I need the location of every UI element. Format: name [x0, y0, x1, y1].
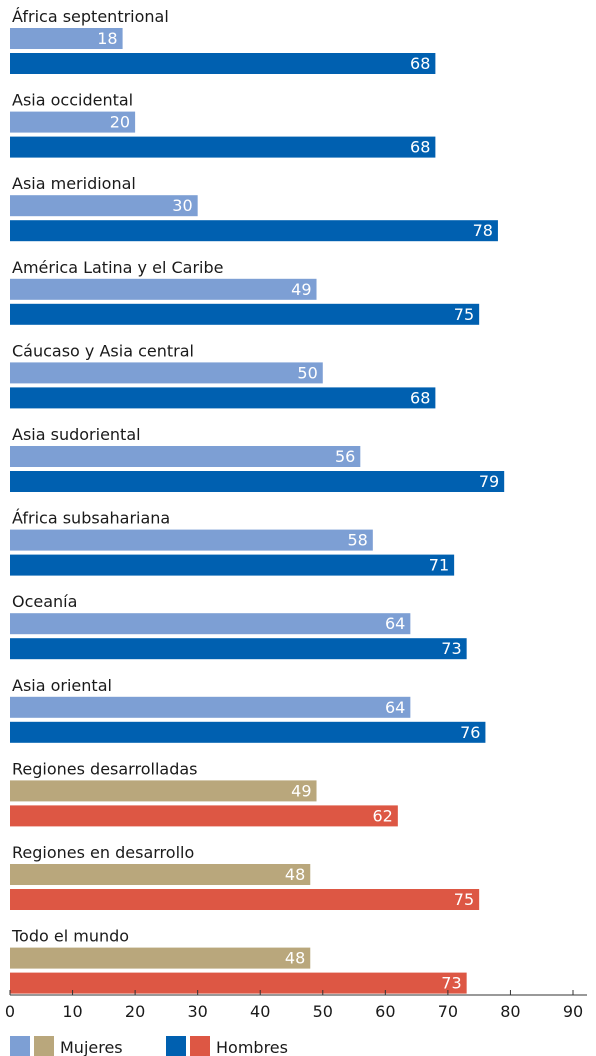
bar-value-label: 48	[285, 865, 305, 884]
legend-swatch-hombres-aggregate	[190, 1036, 210, 1056]
bar-value-label: 71	[429, 556, 449, 575]
bar-value-label: 30	[172, 196, 192, 215]
category-label: Asia occidental	[12, 91, 133, 110]
category-label: Asia sudoriental	[12, 425, 141, 444]
category-label: Oceanía	[12, 592, 77, 611]
bar-value-label: 58	[347, 531, 367, 550]
x-tick-label: 80	[500, 1002, 520, 1021]
bar-value-label: 75	[454, 305, 474, 324]
bar-mujeres	[10, 28, 123, 49]
bar-value-label: 73	[441, 639, 461, 658]
bar-value-label: 76	[460, 723, 480, 742]
bar-hombres	[10, 972, 467, 994]
bar-value-label: 20	[110, 113, 130, 132]
legend-label-hombres: Hombres	[216, 1038, 288, 1056]
bar-hombres	[10, 471, 505, 492]
bar-value-label: 68	[410, 54, 430, 73]
bar-hombres	[10, 805, 398, 827]
bar-mujeres	[10, 780, 317, 802]
bar-hombres	[10, 889, 480, 910]
bar-hombres	[10, 387, 436, 409]
bar-hombres	[10, 53, 436, 74]
bar-hombres	[10, 554, 455, 576]
bar-hombres	[10, 303, 480, 325]
bar-mujeres	[10, 696, 411, 718]
legend-swatch-mujeres-aggregate	[34, 1036, 54, 1056]
bar-value-label: 49	[291, 280, 311, 299]
category-label: Asia meridional	[12, 174, 136, 193]
bar-value-label: 68	[410, 138, 430, 157]
bar-mujeres	[10, 529, 373, 551]
category-label: África septentrional	[12, 7, 169, 26]
bar-mujeres	[10, 947, 311, 969]
x-tick-label: 30	[187, 1002, 207, 1021]
bar-mujeres	[10, 362, 323, 384]
category-label: Asia oriental	[12, 676, 112, 695]
bar-value-label: 49	[291, 781, 311, 800]
x-tick-label: 10	[62, 1002, 82, 1021]
bar-mujeres	[10, 864, 311, 885]
bar-hombres	[10, 220, 498, 242]
category-label: Todo el mundo	[11, 927, 129, 946]
category-label: Regiones desarrolladas	[12, 759, 197, 778]
bar-value-label: 56	[335, 447, 355, 466]
bar-value-label: 73	[441, 974, 461, 993]
legend-swatch-mujeres-region	[10, 1036, 30, 1056]
category-label: Cáucaso y Asia central	[12, 341, 194, 360]
bar-mujeres	[10, 278, 317, 300]
bar-mujeres	[10, 446, 361, 467]
x-tick-label: 70	[438, 1002, 458, 1021]
bar-hombres	[10, 136, 436, 158]
bar-value-label: 50	[297, 363, 317, 382]
bar-mujeres	[10, 111, 136, 133]
bar-value-label: 75	[454, 890, 474, 909]
x-tick-label: 0	[5, 1002, 15, 1021]
bar-mujeres	[10, 613, 411, 635]
bar-value-label: 79	[479, 472, 499, 491]
bar-hombres	[10, 638, 467, 660]
bar-value-label: 62	[372, 806, 392, 825]
bar-value-label: 18	[97, 29, 117, 48]
bar-value-label: 64	[385, 614, 405, 633]
bar-mujeres	[10, 195, 198, 217]
category-label: América Latina y el Caribe	[12, 258, 223, 277]
bar-value-label: 64	[385, 698, 405, 717]
x-tick-label: 50	[313, 1002, 333, 1021]
x-tick-label: 90	[563, 1002, 583, 1021]
bar-value-label: 48	[285, 949, 305, 968]
bar-value-label: 68	[410, 388, 430, 407]
legend-label-mujeres: Mujeres	[60, 1038, 123, 1056]
legend-swatch-hombres-region	[166, 1036, 186, 1056]
bar-value-label: 78	[473, 221, 493, 240]
x-tick-label: 20	[125, 1002, 145, 1021]
x-tick-label: 40	[250, 1002, 270, 1021]
x-tick-label: 60	[375, 1002, 395, 1021]
category-label: África subsahariana	[12, 509, 170, 528]
category-label: Regiones en desarrollo	[12, 843, 194, 862]
bar-hombres	[10, 721, 486, 743]
